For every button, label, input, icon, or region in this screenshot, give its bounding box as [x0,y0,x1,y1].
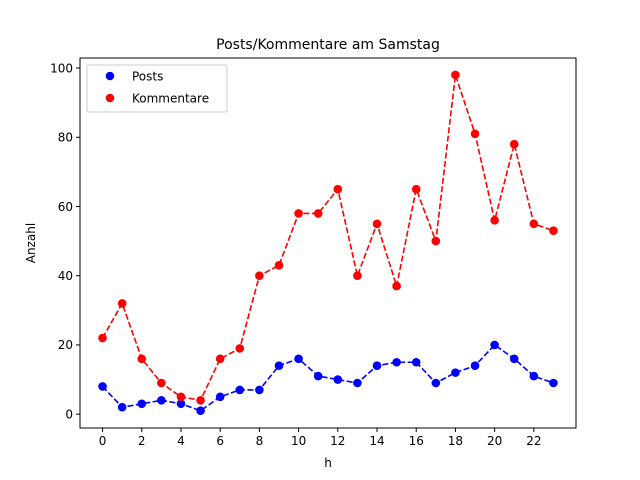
data-point-kommentare [353,271,362,281]
data-point-kommentare [431,236,441,246]
x-tick-label: 20 [487,434,502,448]
data-point-kommentare [333,184,343,194]
data-point-kommentare [294,209,303,218]
data-point-posts [294,354,303,364]
data-point-posts [372,361,382,370]
x-axis: 0 2 4 6 8 10 12 14 16 18 20 22 [99,428,541,448]
x-tick-label: 18 [448,434,463,448]
y-tick-label: 80 [58,131,73,145]
legend-marker-kommentare [105,93,115,103]
data-point-kommentare [137,354,147,364]
data-point-posts [176,399,186,409]
data-point-kommentare [490,216,499,225]
data-point-kommentare [529,219,539,229]
data-point-posts [470,361,480,370]
series-layer [98,70,558,415]
data-point-kommentare [411,184,421,194]
data-point-kommentare [157,378,166,388]
data-point-posts [313,371,323,381]
chart-title: Posts/Kommentare am Samstag [216,37,440,53]
y-tick-label: 40 [58,269,73,283]
x-tick-label: 16 [409,434,424,448]
data-point-posts [549,378,558,388]
x-tick-label: 8 [256,434,264,448]
data-point-posts [196,406,205,415]
legend-marker-posts [105,71,115,81]
data-point-posts [157,396,166,405]
data-point-kommentare [392,281,401,291]
data-point-posts [255,385,264,395]
x-axis-title: h [324,456,332,470]
data-point-kommentare [255,271,264,281]
legend-label-posts: Posts [132,69,163,83]
y-tick-label: 100 [50,61,73,75]
data-point-kommentare [176,392,186,402]
x-tick-label: 6 [216,434,224,448]
x-tick-label: 22 [526,434,541,448]
data-point-kommentare [98,333,107,343]
data-point-kommentare [196,396,205,405]
data-point-kommentare [509,139,519,149]
plot-area [79,57,577,429]
x-tick-label: 10 [291,434,306,448]
data-point-posts [353,378,362,388]
plot-frame [79,57,577,429]
data-point-kommentare [235,344,245,353]
data-point-posts [529,371,539,381]
data-point-posts [215,392,225,402]
data-point-posts [274,361,284,370]
data-point-posts [117,402,127,412]
data-point-posts [431,378,441,388]
y-tick-label: 60 [58,200,73,214]
data-point-kommentare [549,226,558,236]
data-point-kommentare [451,70,460,80]
data-point-kommentare [117,299,127,308]
data-point-kommentare [313,209,323,218]
data-point-posts [411,357,421,367]
x-tick-label: 0 [99,434,107,448]
data-point-kommentare [470,129,480,139]
data-point-posts [490,340,499,350]
data-point-posts [98,382,107,391]
data-point-posts [451,368,460,377]
x-tick-label: 12 [330,434,345,448]
legend: Posts Kommentare [86,64,228,113]
x-tick-label: 14 [369,434,384,448]
y-tick-label: 0 [65,407,73,421]
x-tick-label: 2 [138,434,146,448]
y-tick-label: 20 [58,338,73,352]
data-point-kommentare [372,219,382,229]
x-tick-label: 4 [177,434,185,448]
data-point-posts [509,354,519,364]
legend-label-kommentare: Kommentare [132,91,209,105]
data-point-posts [333,375,343,384]
legend-frame [86,64,228,113]
data-point-posts [235,385,245,395]
data-point-posts [392,357,401,367]
data-point-kommentare [274,261,284,270]
data-point-kommentare [215,354,225,364]
data-point-posts [137,399,147,409]
y-axis-title: Anzahl [24,223,38,263]
y-axis: 0 20 40 60 80 100 [50,61,80,421]
